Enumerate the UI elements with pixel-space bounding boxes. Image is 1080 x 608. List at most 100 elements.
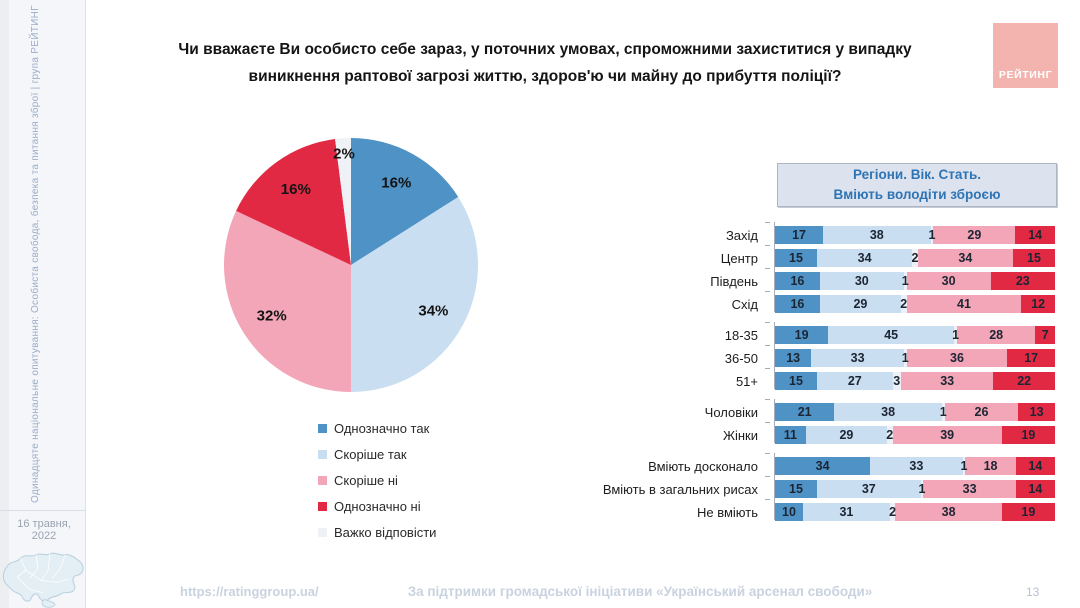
bar-segment: 17 [1007, 349, 1055, 367]
bar-segment: 1 [918, 480, 926, 498]
bar-row-label: Вміють в загальних рисах [602, 481, 758, 497]
bar-segment: 3 [892, 372, 901, 390]
bar-track: 13 33 1 36 17 [765, 345, 1055, 367]
bar-segment: 31 [803, 503, 890, 521]
rating-logo: РЕЙТИНГ [993, 23, 1058, 88]
legend-swatch [318, 423, 327, 433]
bar-row: Вміють досконало 34 33 1 18 14 [602, 453, 1064, 475]
bar-segment: 13 [1018, 403, 1055, 421]
bar-segment-value: 19 [1021, 505, 1036, 519]
bar-segment: 19 [775, 326, 829, 344]
bar-row: 51+ 15 27 3 33 22 [602, 368, 1064, 390]
legend-label: Скоріше так [334, 446, 407, 462]
footer-url[interactable]: https://ratinggroup.ua/ [180, 584, 319, 599]
bar-segment-value: 13 [786, 351, 801, 365]
bar-segment: 34 [917, 249, 1013, 267]
bar-segment: 11 [775, 426, 806, 444]
bar-segment: 16 [775, 272, 820, 290]
bar-row-label: Не вміють [696, 504, 758, 520]
legend-item: Скоріше ні [318, 472, 436, 488]
bar-segment-value: 1 [952, 328, 960, 342]
bar-segment: 1 [902, 272, 909, 290]
bar-segment-value: 2 [889, 505, 897, 519]
bar-segment: 7 [1035, 326, 1055, 344]
bar-segment-value: 7 [1041, 328, 1049, 342]
bar-row-label: Схід [731, 296, 758, 312]
stacked-bar-chart: Захід 17 38 1 29 14 Центр 15 34 2 34 15 Південь 16 30 1… [602, 222, 1064, 534]
bar-segment-value: 38 [869, 228, 884, 242]
bar-segment-value: 21 [797, 405, 812, 419]
bar-segment: 16 [775, 295, 820, 313]
pie-slice-4 [335, 138, 351, 265]
bar-segment: 33 [900, 372, 994, 390]
legend-item: Важко відповісти [318, 525, 436, 540]
bar-segment-value: 17 [792, 228, 806, 242]
bar-segment-value: 2 [886, 428, 894, 442]
bar-segment-value: 14 [1028, 228, 1043, 242]
legend-item: Однозначно так [318, 420, 436, 436]
pie-slice-1 [351, 196, 479, 392]
bar-segment-value: 1 [918, 482, 926, 496]
bar-segment-value: 31 [839, 505, 854, 519]
bar-segment-value: 27 [847, 374, 862, 388]
pie-slice-2 [224, 210, 351, 392]
bar-segment: 15 [775, 480, 817, 498]
bar-segment-value: 33 [962, 482, 977, 496]
bar-segment: 29 [805, 426, 887, 444]
bar-segment: 39 [892, 426, 1002, 444]
bar-segment-value: 1 [939, 405, 947, 419]
bar-row-label: Вміють досконало [648, 458, 758, 474]
bar-segment: 45 [828, 326, 955, 344]
bar-segment: 22 [993, 372, 1055, 390]
bar-group: Чоловіки 21 38 1 26 13 Жінки 11 29 2 39 19 [602, 399, 1064, 444]
bar-group: 18-35 19 45 1 28 7 36-50 13 33 1 36 17 51+ 15 27 3 33 22 [602, 322, 1064, 390]
bar-segment: 18 [965, 457, 1016, 475]
bar-row-label: Захід [725, 227, 758, 243]
bar-segment: 19 [1001, 426, 1055, 444]
bar-row: Центр 15 34 2 34 15 [602, 245, 1064, 267]
bar-segment: 33 [923, 480, 1016, 498]
bar-segment: 15 [775, 372, 817, 390]
bar-segment-value: 26 [974, 405, 989, 419]
bar-segment-value: 30 [941, 274, 956, 288]
sidebar-vertical-text: Одинадцяте національне опитування: Особи… [30, 5, 41, 503]
footer-support-text: За підтримки громадської ініціативи «Укр… [407, 584, 873, 599]
bar-group: Захід 17 38 1 29 14 Центр 15 34 2 34 15 Південь 16 30 1… [602, 222, 1064, 313]
bar-segment: 33 [811, 349, 904, 367]
bar-segment: 29 [933, 226, 1016, 244]
bar-segment-value: 17 [1024, 351, 1039, 365]
bar-segment-value: 10 [782, 505, 796, 519]
pie-value-label: 16% [381, 175, 411, 192]
pie-slice-0 [351, 138, 459, 265]
bar-row: Захід 17 38 1 29 14 [602, 222, 1064, 244]
bar-segment-value: 33 [940, 374, 955, 388]
bar-row-label: Центр [720, 250, 758, 266]
demographics-header-line1: Регіони. Вік. Стать. [852, 167, 982, 183]
bar-track: 15 37 1 33 14 [765, 476, 1055, 498]
bar-segment: 28 [956, 326, 1036, 344]
bar-segment: 2 [886, 426, 894, 444]
bar-segment: 1 [928, 226, 935, 244]
bar-segment-value: 13 [1029, 405, 1044, 419]
bar-track: 15 27 3 33 22 [765, 368, 1055, 390]
bar-segment: 38 [834, 403, 942, 421]
bar-track: 10 31 2 38 19 [765, 499, 1055, 521]
bar-row: Південь 16 30 1 30 23 [602, 268, 1064, 290]
sidebar-edge-strip [0, 0, 9, 608]
legend-label: Однозначно так [334, 420, 430, 436]
bar-segment-value: 34 [857, 251, 872, 265]
bar-segment: 21 [775, 403, 835, 421]
bar-track: 19 45 1 28 7 [765, 322, 1055, 344]
sidebar: Одинадцяте національне опитування: Особи… [0, 0, 86, 608]
bar-row: Чоловіки 21 38 1 26 13 [602, 399, 1064, 421]
legend-label: Скоріше ні [334, 472, 398, 488]
bar-track: 16 30 1 30 23 [765, 268, 1055, 290]
bar-row: 36-50 13 33 1 36 17 [602, 345, 1064, 367]
legend-swatch [318, 475, 327, 485]
bar-segment-value: 30 [854, 274, 869, 288]
bar-segment: 1 [952, 326, 960, 344]
bar-segment: 30 [819, 272, 904, 290]
bar-segment-value: 2 [911, 251, 919, 265]
demographics-header-box: Регіони. Вік. Стать. Вміють володіти збр… [777, 163, 1057, 207]
bar-segment: 2 [912, 249, 918, 267]
